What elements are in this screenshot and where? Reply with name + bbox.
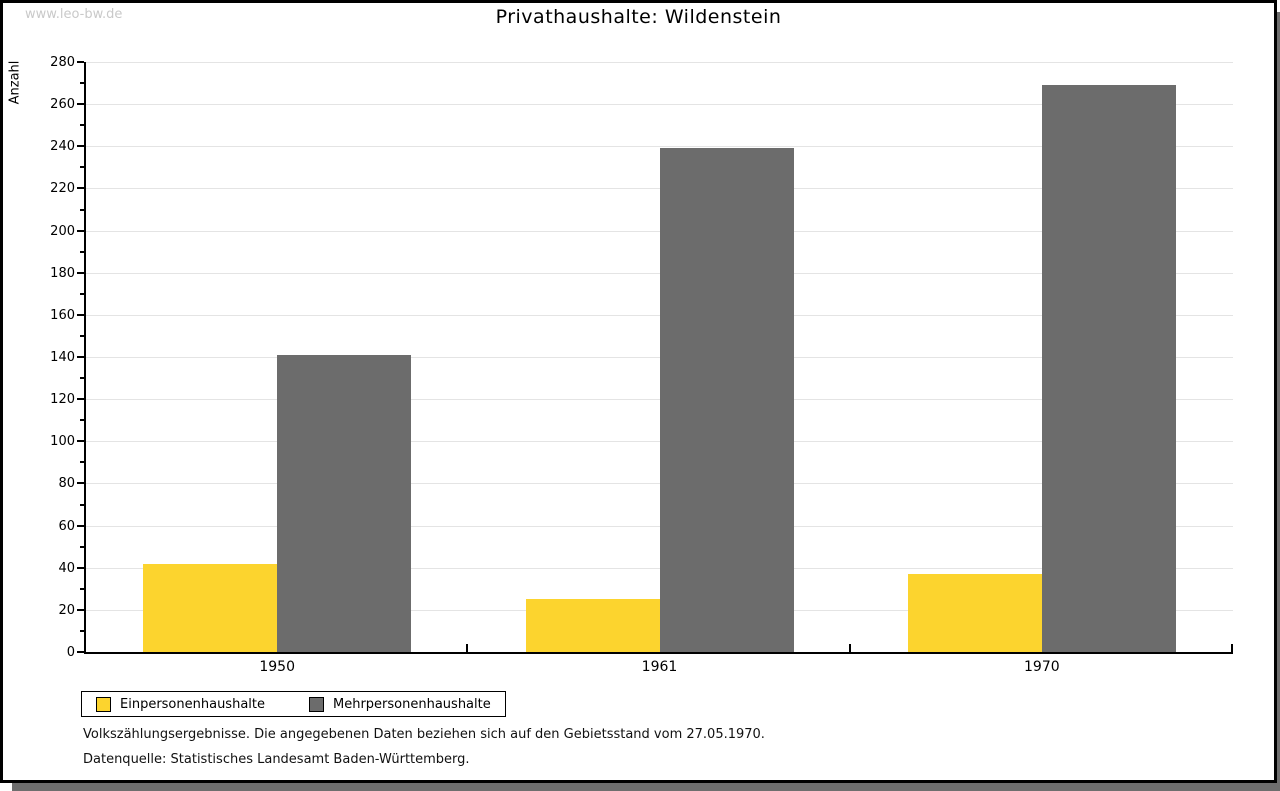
x-boundary-tick	[466, 644, 469, 652]
x-boundary-tick	[848, 644, 851, 652]
legend-label-einpersonenhaushalte: Einpersonenhaushalte	[120, 696, 265, 712]
gridline	[86, 146, 1233, 148]
x-boundary-tick	[1231, 644, 1233, 652]
y-tick-label: 40	[58, 560, 75, 576]
y-major-tick	[77, 608, 84, 611]
y-tick-label: 180	[50, 265, 75, 281]
bar-einpersonenhaushalte-1950	[143, 563, 278, 652]
y-tick-label: 100	[50, 434, 75, 450]
y-tick-label: 280	[50, 55, 75, 70]
y-minor-tick	[80, 292, 84, 295]
footnote-census: Volkszählungsergebnisse. Die angegebenen…	[83, 727, 765, 742]
y-tick-label: 260	[50, 97, 75, 113]
bar-einpersonenhaushalte-1970	[907, 574, 1042, 652]
y-minor-tick	[80, 545, 84, 548]
y-major-tick	[77, 187, 84, 190]
x-category-label: 1961	[641, 659, 678, 675]
y-tick-label: 0	[66, 645, 75, 660]
y-minor-tick	[80, 587, 84, 590]
y-major-tick	[77, 103, 84, 106]
x-category-label: 1950	[259, 659, 295, 675]
y-tick-label: 240	[50, 139, 75, 155]
bar-mehrpersonenhaushalte-1970	[1041, 85, 1176, 652]
y-tick-label: 120	[50, 392, 75, 408]
y-major-tick	[77, 61, 84, 63]
y-major-tick	[77, 229, 84, 232]
y-major-tick	[77, 524, 84, 527]
y-minor-tick	[80, 208, 84, 211]
y-tick-label: 200	[50, 223, 75, 239]
bar-mehrpersonenhaushalte-1950	[277, 354, 412, 652]
y-tick-label: 140	[50, 350, 75, 365]
y-minor-tick	[80, 461, 84, 464]
y-minor-tick	[80, 503, 84, 506]
footnote-source: Datenquelle: Statistisches Landesamt Bad…	[83, 752, 470, 767]
y-major-tick	[77, 356, 84, 358]
y-major-tick	[77, 313, 84, 316]
y-minor-tick	[80, 124, 84, 127]
gridline	[86, 104, 1233, 106]
chart-title: Privathaushalte: Wildenstein	[495, 6, 782, 28]
y-minor-tick	[80, 250, 84, 253]
y-tick-label: 160	[50, 307, 75, 323]
y-axis-label: Anzahl	[7, 60, 23, 105]
x-category-label: 1970	[1024, 659, 1060, 675]
y-major-tick	[77, 651, 84, 653]
legend-swatch-yellow-icon	[96, 696, 111, 712]
y-tick-label: 60	[58, 518, 75, 534]
y-major-tick	[77, 440, 84, 443]
y-major-tick	[77, 482, 84, 485]
y-minor-tick	[80, 334, 84, 337]
legend-item-einpersonenhaushalte: Einpersonenhaushalte	[96, 696, 265, 712]
bar-einpersonenhaushalte-1961	[525, 599, 660, 652]
plot-area: 0 20 40 60 80 100 120 140 160 180 200 220 240 260 280 1…	[50, 56, 1233, 675]
legend-label-mehrpersonenhaushalte: Mehrpersonenhaushalte	[333, 696, 491, 712]
y-minor-tick	[80, 419, 84, 422]
legend: Einpersonenhaushalte Mehrpersonenhaushal…	[81, 691, 506, 717]
y-tick-label: 20	[58, 602, 75, 618]
y-minor-tick	[80, 82, 84, 85]
y-major-tick	[77, 145, 84, 148]
legend-item-mehrpersonenhaushalte: Mehrpersonenhaushalte	[309, 696, 491, 712]
y-minor-tick	[80, 377, 84, 380]
bar-mehrpersonenhaushalte-1961	[659, 148, 794, 652]
y-tick-label: 80	[58, 476, 75, 492]
y-minor-tick	[80, 166, 84, 169]
y-major-tick	[77, 271, 84, 274]
gridline	[86, 62, 1233, 63]
y-tick-label: 220	[50, 181, 75, 197]
y-major-tick	[77, 398, 84, 401]
legend-swatch-gray-icon	[309, 696, 324, 712]
y-major-tick	[77, 566, 84, 569]
watermark: www.leo-bw.de	[25, 7, 123, 22]
y-minor-tick	[80, 629, 84, 632]
